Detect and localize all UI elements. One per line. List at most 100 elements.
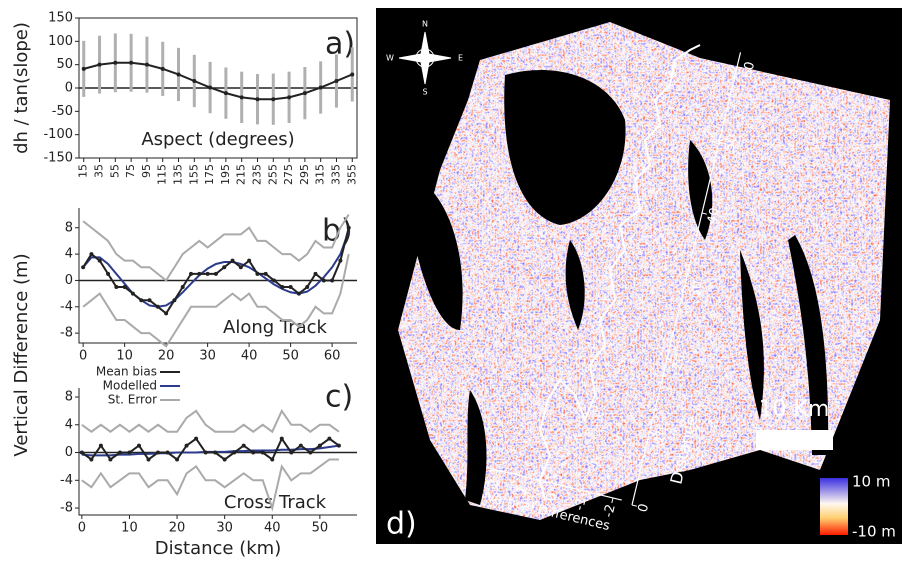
series-point (231, 259, 235, 263)
mean-point (240, 95, 244, 99)
series-point (347, 226, 351, 230)
x-tick-label: 215 (235, 164, 248, 185)
x-tick-label: 10 (121, 521, 138, 536)
series-point (80, 451, 84, 455)
x-tick-label: 255 (266, 164, 279, 185)
colorbar (820, 478, 848, 535)
series-point (289, 451, 293, 455)
y-tick-label: -8 (60, 326, 73, 341)
mean-point (255, 97, 259, 101)
mean-point (208, 86, 212, 90)
y-axis-label: Vertical Difference (m) (11, 253, 32, 456)
y-tick-label: 50 (56, 57, 73, 72)
series-point (327, 437, 331, 441)
y-tick-label: -50 (52, 104, 73, 119)
series-point (223, 457, 227, 461)
series-point (139, 298, 143, 302)
compass-w: W (386, 54, 394, 63)
mean-point (303, 91, 307, 95)
series-point (99, 444, 103, 448)
series-point (181, 285, 185, 289)
panel-label: d) (386, 507, 417, 542)
x-tick-label: 50 (312, 521, 329, 536)
y-tick-label: -8 (60, 501, 73, 516)
series-point (337, 444, 341, 448)
series-point (108, 457, 112, 461)
series-point (272, 278, 276, 282)
y-tick-label: 8 (65, 220, 73, 235)
x-tick-label: 75 (124, 164, 137, 178)
series-point (280, 285, 284, 289)
mean-point (224, 91, 228, 95)
series-point (322, 278, 326, 282)
series-point (137, 444, 141, 448)
series-point (270, 457, 274, 461)
series-point (242, 444, 246, 448)
compass-e: E (458, 54, 463, 63)
y-tick-label: -4 (60, 299, 73, 314)
mean-point (334, 79, 338, 83)
panel-note: Along Track (223, 317, 328, 338)
x-tick-label: 0 (79, 349, 87, 364)
mean-point (129, 61, 133, 65)
x-tick-label: 175 (203, 164, 216, 185)
series-point (204, 451, 208, 455)
compass-n: N (422, 20, 428, 29)
scale-label: 10 Km (759, 397, 830, 422)
y-tick-label: 4 (65, 417, 73, 432)
series-point (247, 259, 251, 263)
mean-point (161, 67, 165, 71)
figure: N S E W 10 Km 10 m -10 m d) Vertical Dif… (0, 0, 902, 564)
y-tick-label: 0 (65, 273, 73, 288)
series-point (305, 285, 309, 289)
x-tick-label: 55 (108, 164, 121, 178)
series-point (318, 444, 322, 448)
colorbar-min: -10 m (852, 523, 896, 541)
y-tick-label: 0 (65, 445, 73, 460)
series-point (118, 451, 122, 455)
y-tick-label: -4 (60, 473, 73, 488)
series-point (131, 292, 135, 296)
y-tick-label: 100 (48, 34, 73, 49)
x-tick-label: 95 (140, 164, 153, 178)
x-tick-label: 135 (172, 164, 185, 185)
mean-point (287, 95, 291, 99)
series-point (251, 451, 255, 455)
colorbar-max: 10 m (852, 473, 890, 491)
x-tick-label: 335 (329, 164, 342, 185)
series-line (83, 215, 349, 281)
series-point (308, 451, 312, 455)
x-tick-label: 35 (93, 164, 106, 178)
series-point (255, 272, 259, 276)
mean-point (319, 86, 323, 90)
series-point (89, 252, 93, 256)
series-point (81, 265, 85, 269)
series-point (232, 451, 236, 455)
series-point (127, 451, 131, 455)
series-line (82, 411, 339, 432)
mean-line (84, 63, 353, 99)
series-point (222, 265, 226, 269)
x-tick-label: 275 (282, 164, 295, 185)
y-tick-label: -100 (43, 127, 73, 142)
x-tick-label: 0 (78, 521, 86, 536)
mean-point (82, 67, 86, 71)
x-tick-label: 30 (216, 521, 233, 536)
y-tick-label: 150 (48, 11, 73, 26)
y-tick-label: 8 (65, 390, 73, 405)
mean-point (145, 63, 149, 67)
compass-s: S (422, 88, 427, 97)
series-point (175, 457, 179, 461)
panel-label: a) (325, 27, 355, 62)
panel-label: c) (325, 380, 353, 415)
series-point (106, 272, 110, 276)
series-point (280, 437, 284, 441)
x-tick-label: 115 (156, 164, 169, 185)
series-point (156, 451, 160, 455)
series-point (148, 298, 152, 302)
x-tick-label: 30 (199, 349, 216, 364)
series-point (214, 272, 218, 276)
y-tick-label: 4 (65, 247, 73, 262)
series-point (261, 451, 265, 455)
panel-note: Aspect (degrees) (141, 129, 294, 150)
